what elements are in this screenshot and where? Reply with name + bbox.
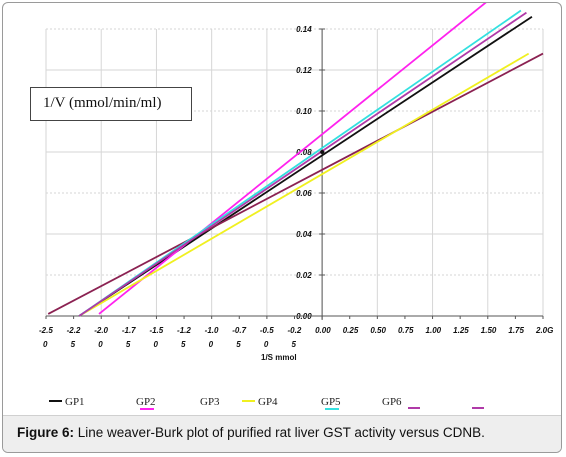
legend-gp1: GP1 [49, 396, 85, 408]
x-axis-title: 1/S mmol [261, 353, 297, 362]
series-line-gp6 [78, 11, 527, 317]
data-point-marker [320, 150, 325, 154]
figure-frame: 0.00 0.02 0.04 0.06 0.08 0.10 0.12 0.14 -2.5 0 -2… [2, 2, 562, 453]
x-tick-label-continued: 0 [209, 340, 214, 349]
x-tick-label: 0.25 [343, 326, 359, 335]
x-tick-label-continued: 5 [236, 340, 241, 349]
chart-gridlines [45, 28, 544, 316]
legend-gp3: GP3 [200, 396, 220, 408]
series-line-gp2 [98, 3, 487, 315]
y-tick-label: 0.08 [296, 148, 312, 157]
x-tick-label-continued: 5 [181, 340, 186, 349]
x-tick-label-continued: 0 [98, 340, 103, 349]
x-tick-label: 1.00 [426, 326, 442, 335]
x-tick-label-continued: 5 [71, 340, 76, 349]
x-tick-label-continued: 0 [43, 340, 48, 349]
x-tick-label: -2.0 [94, 326, 108, 335]
y-tick-label: 0.04 [296, 230, 312, 239]
chart-plot: 0.000.020.040.060.080.100.120.14 -2.50-2… [39, 3, 553, 410]
legend-gp4-label: GP4 [258, 396, 278, 408]
y-tick-label: 0.12 [296, 66, 312, 75]
x-axis: -2.5 0 -2.2 5 -2.0 0 -1.7 5 -1.5 0 -1.2 5 -1.0 0 -0.7 5… [39, 315, 553, 349]
series-line-gp4 [78, 52, 530, 317]
x-tick-label: 0.00 [315, 326, 331, 335]
legend-gp1-label: GP1 [65, 396, 85, 408]
x-tick-label: -1.2 [177, 326, 191, 335]
x-tick-label: 0.50 [370, 326, 386, 335]
legend-gp5: GP5 [321, 396, 341, 410]
legend-gp6-label: GP6 [382, 396, 402, 408]
legend-gp2-label: GP2 [136, 396, 156, 408]
figure-caption-label: Figure 6: [17, 425, 75, 440]
figure-caption: Figure 6: Line weaver-Burk plot of purif… [3, 415, 561, 452]
legend-gp5-label: GP5 [321, 396, 341, 408]
x-tick-label-continued: 5 [126, 340, 131, 349]
x-tick-label: -1.7 [122, 326, 136, 335]
x-tick-label-continued: 5 [292, 340, 297, 349]
x-tick-label: 1.75 [508, 326, 524, 335]
y-tick-label: 0.02 [296, 271, 312, 280]
y-tick-label: 0.10 [296, 107, 312, 116]
x-tick-label: 1.50 [481, 326, 497, 335]
legend-gp6: GP6 [382, 396, 420, 409]
legend-gp2: GP2 [136, 396, 156, 410]
x-tick-label: -2.2 [67, 326, 81, 335]
y-axis-title: 1/V (mmol/min/ml) [30, 87, 192, 121]
x-tick-label: -2.5 [39, 326, 53, 335]
y-axis: 0.000.020.040.060.080.100.120.14 [296, 25, 326, 321]
x-tick-label: 0.75 [398, 326, 414, 335]
x-tick-label: 1.25 [453, 326, 469, 335]
figure-caption-text: Line weaver-Burk plot of purified rat li… [74, 425, 485, 440]
x-tick-label-continued: 0 [153, 340, 158, 349]
y-tick-label: 0.06 [296, 189, 312, 198]
chart-series [47, 3, 544, 317]
x-tick-label-continued: 0 [264, 340, 269, 349]
legend-gp4: GP4 [242, 396, 278, 408]
x-tick-label: -0.5 [260, 326, 274, 335]
series-line-gp3 [47, 52, 544, 315]
x-tick-label: -1.5 [149, 326, 163, 335]
x-tick-label: 2.0G [535, 326, 553, 335]
y-tick-label: 0.14 [296, 25, 312, 34]
x-tick-label: -0.7 [232, 326, 246, 335]
chart-legend: GP1 GP2 GP3 GP4 GP5 GP6 [49, 396, 484, 410]
series-line-gp1 [78, 15, 533, 317]
x-tick-label: -0.2 [288, 326, 302, 335]
x-tick-label: -1.0 [205, 326, 219, 335]
legend-gp3-label: GP3 [200, 396, 220, 408]
